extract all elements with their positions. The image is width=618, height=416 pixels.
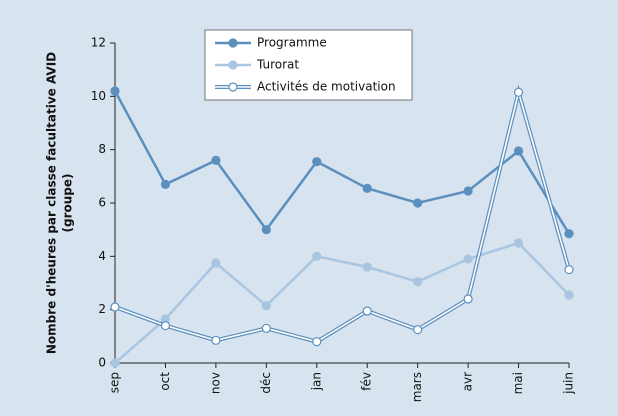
x-tick-label: mars (410, 372, 424, 402)
point (211, 155, 221, 165)
point (463, 186, 473, 196)
y-tick-label: 8 (98, 142, 106, 156)
point (513, 87, 524, 97)
legend-marker (228, 38, 238, 48)
point (564, 290, 574, 300)
point (261, 225, 271, 235)
x-tick-label: mai (511, 372, 525, 394)
point (463, 254, 473, 264)
y-tick-label: 2 (98, 302, 106, 316)
point (413, 325, 423, 335)
x-tick-label: oct (158, 372, 172, 391)
point (362, 183, 372, 193)
point (513, 146, 524, 156)
legend: Programme Turorat Activités de motivation (204, 29, 413, 101)
legend-label: Activités de motivation (257, 80, 396, 94)
point (564, 265, 574, 275)
line-inner (114, 89, 570, 343)
y-axis-label: (groupe) (61, 174, 75, 233)
y-tick-label: 0 (98, 356, 106, 370)
point (413, 277, 423, 287)
point (312, 251, 322, 261)
point (513, 238, 524, 248)
point (110, 358, 120, 368)
point (110, 302, 120, 312)
point (211, 258, 221, 268)
x-tick-label: avr (461, 372, 475, 391)
x-tick-label: jan (309, 372, 323, 391)
series-0 (110, 86, 574, 239)
line (113, 90, 571, 235)
x-tick-label: sep (108, 372, 122, 393)
point (261, 323, 271, 333)
point (160, 321, 171, 331)
point (312, 157, 322, 167)
x-tick-label: déc (259, 372, 273, 394)
y-tick-label: 6 (98, 196, 106, 210)
y-axis-label: Nombre d'heures par classe facultative A… (45, 52, 59, 354)
point (362, 306, 372, 316)
legend-label: Turorat (256, 58, 299, 72)
point (211, 335, 221, 345)
x-tick-label: juin (562, 372, 576, 395)
legend-marker (228, 60, 238, 70)
point (160, 179, 171, 189)
point (261, 301, 271, 311)
point (463, 294, 473, 304)
series-2 (110, 84, 574, 347)
legend-label: Programme (257, 36, 327, 50)
series-1 (110, 238, 574, 368)
point (110, 86, 120, 96)
y-tick-label: 4 (98, 249, 106, 263)
point (413, 198, 423, 208)
legend-marker (228, 82, 238, 92)
point (564, 229, 574, 239)
point (362, 262, 372, 272)
x-tick-label: fév (360, 372, 374, 391)
x-tick-label: nov (208, 372, 222, 394)
y-tick-label: 12 (91, 36, 106, 50)
point (312, 337, 322, 347)
y-tick-label: 10 (91, 89, 106, 103)
line (114, 241, 570, 364)
